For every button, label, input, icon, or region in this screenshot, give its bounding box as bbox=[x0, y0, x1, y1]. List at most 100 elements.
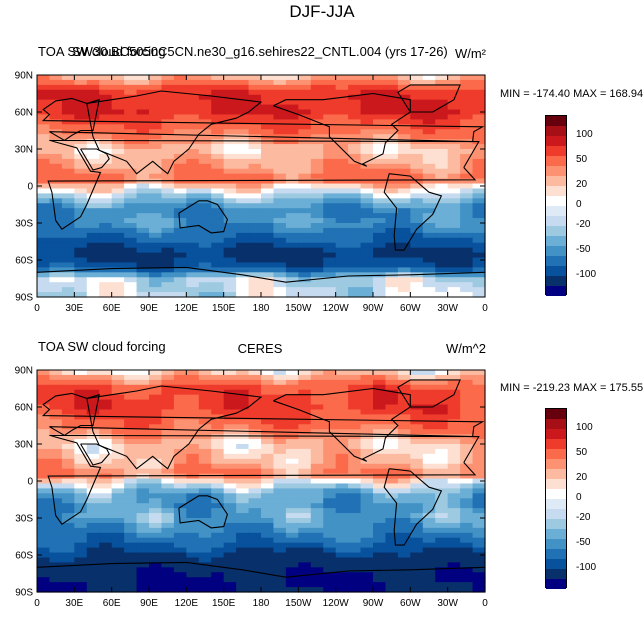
field-cell bbox=[460, 134, 474, 140]
field-cell bbox=[385, 562, 399, 568]
field-cell bbox=[273, 458, 287, 465]
field-cell bbox=[49, 84, 63, 91]
field-cell bbox=[111, 208, 125, 214]
field-cell bbox=[298, 144, 312, 150]
field-cell bbox=[149, 153, 163, 160]
field-cell bbox=[49, 94, 63, 101]
field-cell bbox=[248, 473, 262, 480]
field-cell bbox=[360, 237, 374, 244]
field-cell bbox=[460, 379, 474, 386]
field-cell bbox=[397, 267, 411, 273]
field-cell bbox=[86, 272, 100, 278]
field-cell bbox=[136, 223, 150, 229]
field-cell bbox=[61, 552, 75, 559]
field-cell bbox=[397, 252, 411, 259]
field-cell bbox=[385, 542, 399, 549]
field-cell bbox=[373, 149, 387, 155]
field-cell bbox=[74, 527, 88, 534]
field-cell bbox=[136, 75, 150, 81]
field-cell bbox=[385, 262, 399, 268]
field-cell bbox=[335, 223, 349, 229]
field-cell bbox=[410, 227, 424, 234]
field-cell bbox=[285, 394, 299, 401]
field-cell bbox=[273, 114, 287, 120]
field-cell bbox=[161, 232, 175, 239]
field-cell bbox=[186, 577, 200, 583]
field-cell bbox=[248, 272, 262, 278]
field-cell bbox=[335, 89, 349, 96]
field-cell bbox=[236, 168, 250, 175]
field-cell bbox=[460, 542, 474, 549]
field-cell bbox=[335, 267, 349, 273]
field-cell bbox=[460, 75, 474, 81]
field-cell bbox=[198, 114, 212, 120]
field-cell bbox=[472, 453, 486, 460]
field-cell bbox=[236, 262, 250, 268]
field-cell bbox=[248, 572, 262, 578]
field-cell bbox=[360, 277, 374, 283]
field-cell bbox=[472, 218, 486, 224]
field-cell bbox=[472, 463, 486, 470]
field-cell bbox=[37, 429, 51, 435]
field-cell bbox=[186, 89, 200, 96]
field-cell bbox=[273, 119, 287, 125]
field-cell bbox=[385, 582, 399, 588]
field-cell bbox=[198, 79, 212, 86]
field-cell bbox=[323, 213, 337, 219]
field-cell bbox=[37, 527, 51, 534]
field-cell bbox=[186, 188, 200, 194]
field-cell bbox=[348, 144, 362, 150]
field-cell bbox=[360, 198, 374, 204]
field-cell bbox=[348, 272, 362, 278]
field-cell bbox=[472, 562, 486, 568]
field-cell bbox=[149, 94, 163, 101]
field-cell bbox=[211, 198, 225, 204]
field-cell bbox=[335, 247, 349, 254]
field-cell bbox=[186, 370, 200, 376]
field-cell bbox=[472, 522, 486, 529]
field-cell bbox=[472, 213, 486, 219]
field-cell bbox=[37, 537, 51, 544]
field-cell bbox=[86, 572, 100, 578]
field-cell bbox=[74, 75, 88, 81]
field-cell bbox=[173, 287, 187, 293]
field-cell bbox=[211, 139, 225, 145]
field-cell bbox=[198, 149, 212, 155]
field-cell bbox=[472, 527, 486, 534]
field-cell bbox=[86, 223, 100, 229]
field-cell bbox=[323, 542, 337, 549]
field-cell bbox=[86, 384, 100, 391]
field-cell bbox=[460, 527, 474, 534]
field-cell bbox=[124, 292, 138, 298]
colorbar-segment bbox=[546, 136, 566, 146]
field-cell bbox=[285, 527, 299, 534]
field-cell bbox=[435, 439, 449, 445]
field-cell bbox=[310, 542, 324, 549]
field-cell bbox=[285, 587, 299, 593]
field-cell bbox=[161, 208, 175, 214]
field-cell bbox=[285, 414, 299, 420]
field-cell bbox=[248, 434, 262, 440]
field-cell bbox=[323, 144, 337, 150]
field-cell bbox=[310, 158, 324, 165]
field-cell bbox=[348, 374, 362, 381]
field-cell bbox=[173, 498, 187, 504]
field-cell bbox=[447, 444, 461, 450]
field-cell bbox=[236, 208, 250, 214]
field-cell bbox=[447, 292, 461, 298]
field-cell bbox=[323, 518, 337, 524]
field-cell bbox=[186, 203, 200, 209]
field-cell bbox=[348, 163, 362, 170]
field-cell bbox=[74, 542, 88, 549]
field-cell bbox=[310, 483, 324, 489]
field-cell bbox=[198, 163, 212, 170]
field-cell bbox=[285, 149, 299, 155]
field-cell bbox=[410, 503, 424, 509]
field-cell bbox=[136, 232, 150, 239]
field-cell bbox=[74, 493, 88, 499]
field-cell bbox=[435, 537, 449, 544]
field-cell bbox=[86, 498, 100, 504]
field-cell bbox=[136, 79, 150, 86]
field-cell bbox=[261, 404, 275, 411]
field-cell bbox=[310, 104, 324, 111]
